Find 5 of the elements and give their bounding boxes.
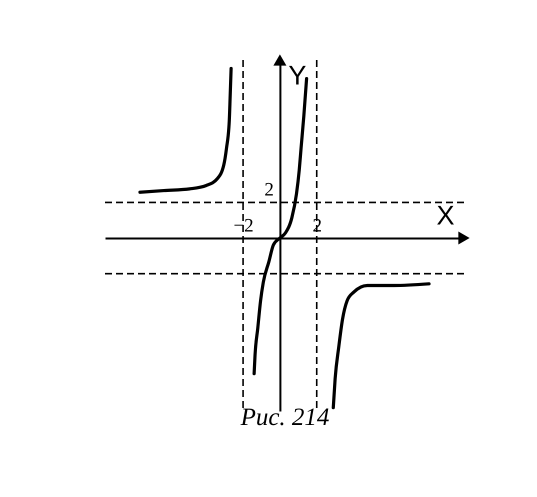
- x-tick-label: −2: [233, 216, 254, 237]
- x-axis-title: X: [436, 200, 455, 231]
- annotation: Рис. 214: [240, 404, 330, 432]
- y-axis-title: Y: [288, 60, 306, 90]
- annotation: 2: [264, 179, 274, 200]
